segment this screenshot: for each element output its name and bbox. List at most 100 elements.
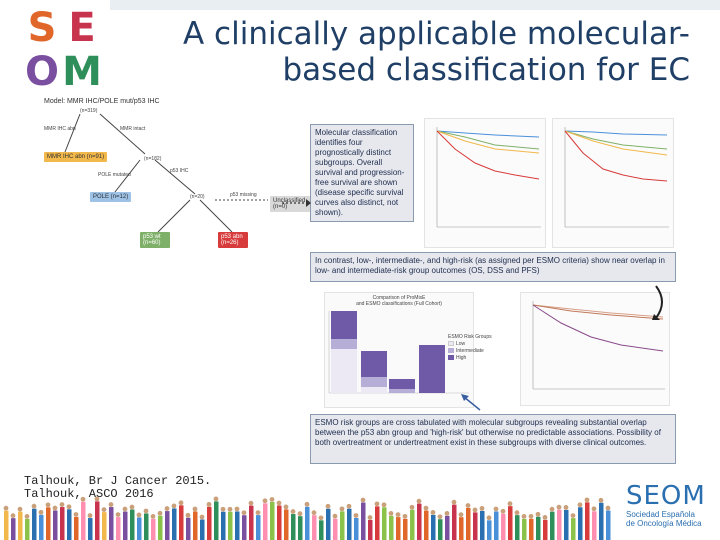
person-body (396, 517, 401, 540)
person-head (122, 506, 128, 512)
legend-label: High (456, 355, 467, 361)
person-body (389, 515, 394, 540)
person-body (319, 520, 324, 540)
person-body (410, 509, 415, 540)
person-head (416, 498, 422, 504)
person-body (270, 501, 275, 540)
person-head (304, 501, 310, 507)
legend-item-high: High (448, 355, 492, 362)
person-body (263, 503, 268, 540)
person-body (361, 502, 366, 540)
branch-count-mid: (n=182) (144, 156, 162, 162)
person-head (269, 497, 275, 502)
person-head (570, 513, 576, 518)
person-head (465, 503, 471, 508)
survival-plot-esmo (520, 292, 670, 406)
person-body (564, 509, 569, 540)
person-body (291, 514, 296, 540)
person-head (451, 499, 457, 505)
person-head (395, 512, 401, 518)
survival-curves (436, 127, 541, 228)
person-body (242, 515, 247, 540)
person-body (18, 511, 23, 540)
person-head (248, 500, 254, 506)
person-head (220, 506, 226, 512)
callout-esmo-overlap: In contrast, low-, intermediate-, and hi… (310, 252, 676, 282)
person-head (437, 514, 443, 520)
person-head (486, 515, 492, 521)
person-head (171, 503, 177, 509)
person-head (605, 505, 611, 511)
crowd-illustration (3, 496, 611, 540)
arrow-to-callout-icon (461, 394, 481, 411)
seom-subtitle-1: Sociedad Española (626, 510, 695, 519)
person-head (276, 500, 282, 506)
person-body (95, 501, 100, 540)
person-body (179, 505, 184, 540)
person-head (339, 506, 345, 512)
person-body (46, 507, 51, 540)
person-body (550, 511, 555, 540)
bar-chart-title-line-1: Comparison of ProMisE (372, 295, 426, 301)
branch-count-low: (n=20) (190, 194, 205, 200)
logo-letter: S (27, 5, 57, 51)
person-body (466, 508, 471, 540)
person-body (557, 509, 562, 540)
person-body (298, 516, 303, 540)
person-body (529, 518, 534, 540)
top-band (110, 0, 720, 10)
classification-tree: Model: MMR IHC/POLE mut/p53 IHC (n=319) … (40, 96, 310, 256)
bar-chart-plot (328, 311, 469, 394)
slide-title: A clinically applicable molecular- based… (130, 16, 690, 88)
node-mmr-abn: MMR IHC abn (n=91) (44, 152, 108, 162)
callout-molecular-classification: Molecular classification identifies four… (310, 124, 414, 222)
person-head (255, 510, 261, 515)
arrow-to-unclassified (282, 199, 311, 207)
branch-pole: POLE mutated (98, 172, 131, 178)
survival-plot-os (424, 118, 546, 248)
person-body (11, 518, 16, 540)
person-head (549, 506, 555, 512)
person-body (473, 512, 478, 540)
person-head (381, 502, 387, 508)
person-head (129, 504, 135, 510)
person-head (458, 512, 464, 518)
person-head (31, 503, 37, 509)
person-body (501, 513, 506, 540)
person-head (234, 506, 240, 512)
person-head (472, 507, 478, 513)
person-head (500, 508, 506, 514)
branch-mmr-abn: MMR IHC abn (44, 126, 76, 132)
survival-curves (564, 127, 669, 228)
bar-chart-legend: ESMO Risk Groups Low Intermediate High (448, 334, 492, 362)
person-body (312, 515, 317, 540)
person-head (59, 502, 65, 507)
node-unclassified: Unclassified (n=0) (270, 196, 310, 212)
person-body (417, 503, 422, 540)
logo-letter: E (68, 5, 96, 51)
person-head (185, 512, 191, 518)
person-body (74, 516, 79, 540)
person-head (143, 508, 149, 514)
person-head (297, 511, 303, 517)
survival-plot-pfs (552, 118, 674, 248)
person-body (88, 518, 93, 540)
person-head (80, 496, 86, 502)
person-head (598, 497, 604, 503)
person-head (227, 506, 233, 512)
person-head (10, 513, 16, 519)
person-head (521, 514, 527, 519)
person-body (144, 513, 149, 540)
person-head (535, 511, 541, 517)
person-head (150, 514, 156, 519)
person-head (311, 510, 317, 516)
citation-line-1: Talhouk, Br J Cancer 2015. (24, 474, 212, 488)
person-head (423, 505, 429, 511)
person-head (101, 507, 107, 513)
person-head (556, 504, 562, 510)
person-body (158, 515, 163, 540)
person-body (172, 508, 177, 540)
person-body (25, 518, 30, 540)
survival-curves (532, 301, 665, 390)
person-head (388, 511, 394, 516)
